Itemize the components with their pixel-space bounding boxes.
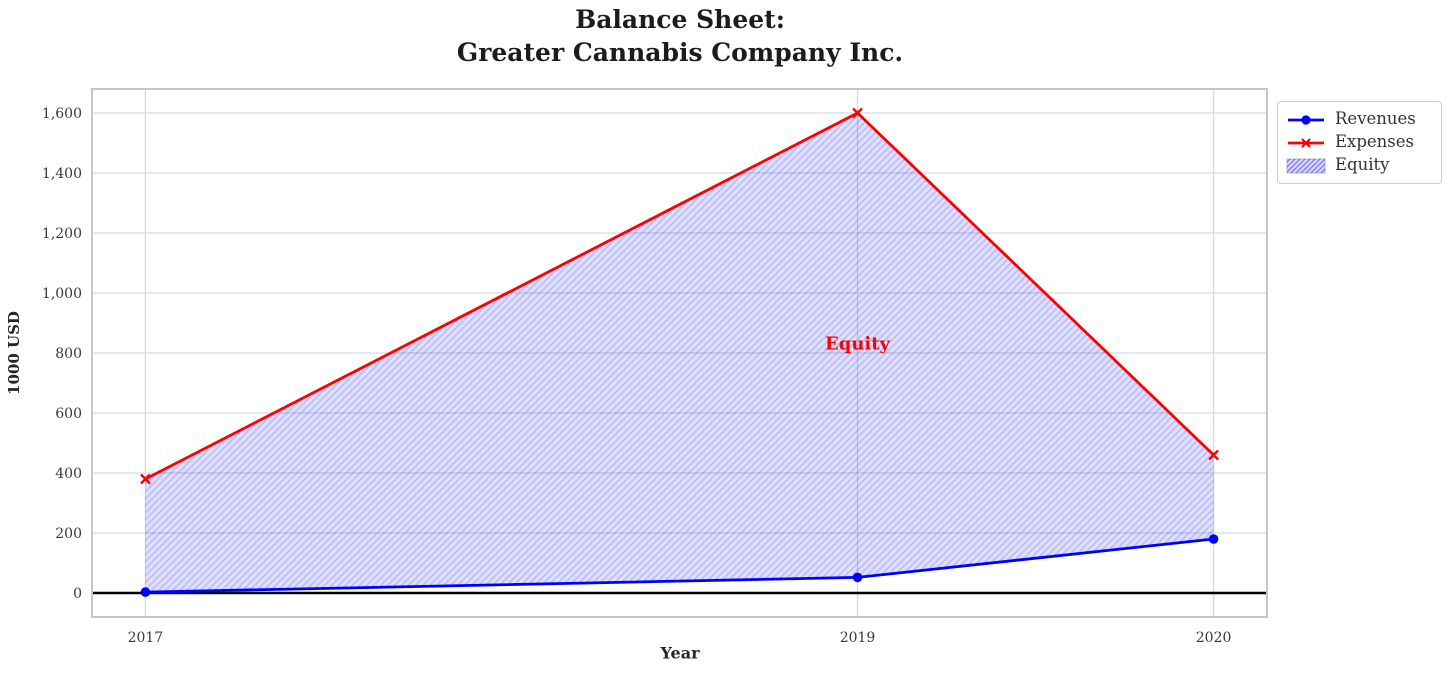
legend-item-expenses: Expenses	[1286, 131, 1433, 154]
equity-patch-icon	[1286, 158, 1326, 174]
equity-annotation: Equity	[825, 334, 890, 355]
balance-sheet-chart: 0 200 400 600 800 1,000 1,200 1,400 1,600 2017 201…	[0, 0, 1452, 676]
legend: Revenues Expenses Equity	[1277, 101, 1442, 184]
y-tick-label: 600	[55, 406, 82, 422]
chart-title: Balance Sheet: Greater Cannabis Company …	[457, 3, 903, 69]
revenues-line-icon	[1286, 112, 1326, 128]
y-tick-label: 1,000	[42, 286, 82, 302]
revenues-marker	[853, 573, 863, 583]
legend-label-equity: Equity	[1335, 157, 1389, 174]
y-tick-label: 1,400	[42, 166, 82, 182]
x-tick-label: 2019	[840, 630, 876, 646]
y-tick-label: 800	[55, 346, 82, 362]
y-tick-label: 200	[55, 526, 82, 542]
legend-item-equity: Equity	[1286, 154, 1433, 177]
revenues-marker	[1209, 534, 1219, 544]
revenues-marker	[141, 587, 151, 597]
plot-canvas: 0 200 400 600 800 1,000 1,200 1,400 1,600 2017 201…	[0, 0, 1452, 676]
y-tick-label: 1,200	[42, 226, 82, 242]
x-tick-label: 2020	[1196, 630, 1232, 646]
legend-label-revenues: Revenues	[1335, 111, 1416, 128]
legend-item-revenues: Revenues	[1286, 108, 1433, 131]
y-axis-label: 1000 USD	[5, 311, 23, 395]
y-tick-label: 0	[73, 586, 82, 602]
expenses-line-icon	[1286, 135, 1326, 151]
y-tick-label: 400	[55, 466, 82, 482]
y-tick-label: 1,600	[42, 106, 82, 122]
legend-label-expenses: Expenses	[1335, 134, 1414, 151]
x-tick-label: 2017	[128, 630, 164, 646]
x-axis-label: Year	[660, 644, 699, 663]
